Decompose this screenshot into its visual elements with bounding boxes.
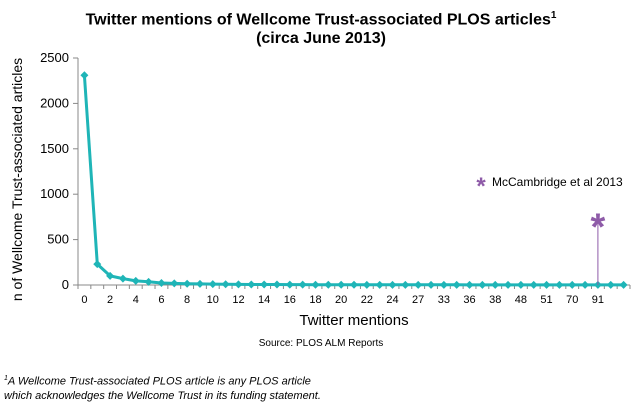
x-tick-label: 14 (258, 294, 270, 306)
x-tick-label: 4 (133, 294, 139, 306)
x-tick-label: 91 (592, 294, 604, 306)
footnote-marker: 1 (4, 375, 8, 382)
x-tick-label: 0 (81, 294, 87, 306)
data-point (542, 280, 551, 289)
data-point (606, 280, 615, 289)
x-tick-label: 10 (207, 294, 219, 306)
data-point (298, 280, 307, 289)
data-point (619, 280, 628, 289)
data-point (478, 280, 487, 289)
data-point (491, 280, 500, 289)
x-tick-label: 24 (386, 294, 398, 306)
data-point (93, 260, 102, 269)
y-tick-label: 1000 (40, 186, 69, 201)
data-point (324, 280, 333, 289)
x-tick-label: 70 (566, 294, 578, 306)
x-tick-label: 20 (335, 294, 347, 306)
x-tick-label: 48 (515, 294, 527, 306)
data-point (170, 279, 179, 288)
data-point (195, 279, 204, 288)
data-point (311, 280, 320, 289)
data-point (221, 280, 230, 289)
x-tick-label: 27 (412, 294, 424, 306)
footnote: 1A Wellcome Trust-associated PLOS articl… (4, 372, 321, 403)
footnote-line-2: which acknowledges the Wellcome Trust in… (4, 389, 321, 402)
data-point (208, 280, 217, 289)
data-point (568, 280, 577, 289)
x-tick-label: 38 (489, 294, 501, 306)
data-point (401, 280, 410, 289)
chart-title: Twitter mentions of Wellcome Trust-assoc… (0, 6, 642, 48)
y-tick-label: 0 (62, 277, 69, 292)
data-point (439, 280, 448, 289)
x-tick-label: 33 (438, 294, 450, 306)
data-point (80, 71, 89, 80)
data-point (131, 276, 140, 285)
annotation-asterisk: * (591, 206, 606, 248)
x-tick-label: 51 (540, 294, 552, 306)
data-point (272, 280, 281, 289)
x-tick-label: 2 (107, 294, 113, 306)
data-point (234, 280, 243, 289)
legend-asterisk: * (476, 173, 486, 200)
data-point (504, 280, 513, 289)
data-point (362, 280, 371, 289)
data-point (144, 277, 153, 286)
x-tick-label: 18 (309, 294, 321, 306)
y-tick-label: 2000 (40, 95, 69, 110)
data-point (106, 271, 115, 280)
y-tick-label: 1500 (40, 141, 69, 156)
data-point (555, 280, 564, 289)
data-point (452, 280, 461, 289)
x-axis-label: Twitter mentions (299, 312, 408, 329)
data-point (529, 280, 538, 289)
x-tick-label: 6 (158, 294, 164, 306)
x-tick-label: 8 (184, 294, 190, 306)
data-point (414, 280, 423, 289)
annotation-label: McCambridge et al 2013 (492, 175, 623, 189)
data-point (388, 280, 397, 289)
data-point (465, 280, 474, 289)
source-note: Source: PLOS ALM Reports (258, 338, 384, 349)
data-point (375, 280, 384, 289)
chart-annotation: * * McCambridge et al 2013 (476, 173, 623, 285)
data-point (118, 274, 127, 283)
x-tick-label: 36 (463, 294, 475, 306)
data-point (581, 280, 590, 289)
y-tick-label: 2500 (40, 50, 69, 65)
data-point (183, 279, 192, 288)
data-point (157, 279, 166, 288)
data-point (337, 280, 346, 289)
data-point (516, 280, 525, 289)
data-point (427, 280, 436, 289)
data-point (260, 280, 269, 289)
title-footnote-marker: 1 (550, 10, 557, 21)
y-tick-label: 500 (47, 232, 69, 247)
x-tick-label: 22 (361, 294, 373, 306)
data-point (247, 280, 256, 289)
title-line-2: (circa June 2013) (256, 30, 386, 48)
data-point (350, 280, 358, 289)
y-axis-label: n of Wellcome Trust-associated articles (9, 58, 25, 301)
title-line-1: Twitter mentions of Wellcome Trust-assoc… (85, 11, 551, 29)
data-point (285, 280, 294, 289)
x-tick-label: 12 (232, 294, 244, 306)
chart-series (80, 71, 628, 289)
x-tick-label: 16 (284, 294, 296, 306)
footnote-line-1: A Wellcome Trust-associated PLOS article… (7, 375, 311, 388)
